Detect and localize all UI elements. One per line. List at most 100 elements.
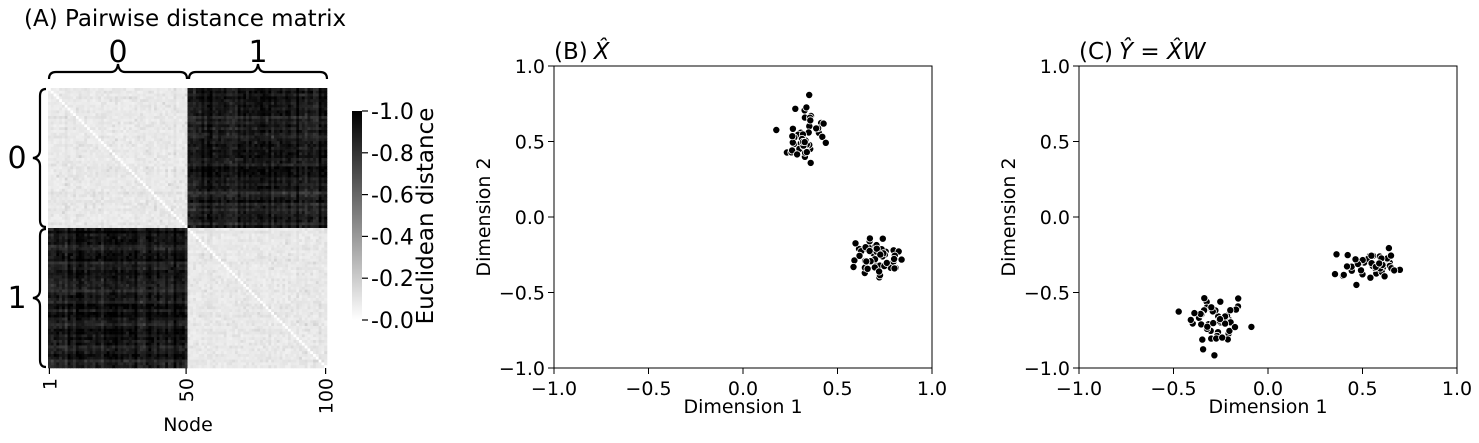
heatmap-cell	[204, 191, 208, 195]
heatmap-cell	[103, 104, 107, 108]
heatmap-cell	[75, 174, 79, 178]
heatmap-cell	[48, 180, 52, 184]
heatmap-cell	[148, 135, 152, 139]
heatmap-cell	[307, 138, 311, 142]
heatmap-cell	[240, 127, 244, 131]
heatmap-cell	[98, 216, 102, 220]
heatmap-cell	[81, 116, 85, 120]
heatmap-cell	[251, 214, 255, 218]
heatmap-cell	[287, 121, 292, 125]
heatmap-cell	[89, 96, 93, 100]
heatmap-cell	[201, 169, 205, 173]
heatmap-cell	[315, 211, 319, 215]
heatmap-cell	[285, 174, 289, 178]
heatmap-cell	[170, 130, 174, 134]
heatmap-cell	[215, 130, 219, 134]
heatmap-cell	[126, 141, 130, 145]
heatmap-cell	[126, 152, 130, 156]
heatmap-cell	[92, 197, 96, 201]
heatmap-cell	[240, 197, 244, 201]
heatmap-cell	[265, 214, 269, 218]
heatmap-cell	[117, 214, 121, 218]
heatmap-cell	[167, 166, 172, 170]
heatmap-cell	[73, 158, 77, 162]
heatmap-cell	[324, 135, 328, 139]
heatmap-cell	[271, 172, 275, 176]
heatmap-cell	[218, 166, 222, 170]
heatmap-cell	[126, 211, 130, 215]
heatmap-cell	[59, 124, 63, 128]
heatmap-cell	[223, 166, 227, 170]
heatmap-cell	[195, 205, 199, 209]
heatmap-cell	[109, 202, 113, 206]
heatmap-cell	[170, 146, 174, 150]
heatmap-cell	[156, 113, 160, 117]
heatmap-cell	[106, 144, 110, 148]
heatmap-cell	[126, 127, 130, 131]
heatmap-cell	[290, 110, 294, 114]
heatmap-cell	[190, 186, 194, 190]
heatmap-cell	[285, 205, 289, 209]
heatmap-cell	[59, 166, 63, 170]
heatmap-cell	[179, 211, 183, 215]
heatmap-cell	[215, 110, 219, 114]
heatmap-cell	[123, 127, 127, 131]
heatmap-cell	[304, 93, 308, 97]
heatmap-cell	[106, 116, 110, 120]
heatmap-cell	[190, 124, 194, 128]
heatmap-cell	[179, 208, 183, 212]
heatmap-cell	[187, 99, 191, 103]
heatmap-cell	[246, 149, 250, 153]
heatmap-cell	[318, 130, 322, 134]
heatmap-cell	[276, 169, 280, 173]
heatmap-cell	[173, 110, 177, 114]
heatmap-cell	[282, 222, 286, 226]
heatmap-cell	[193, 110, 197, 114]
heatmap-cell	[179, 144, 183, 148]
heatmap-cell	[246, 225, 250, 229]
heatmap-cell	[75, 216, 79, 220]
heatmap-cell	[137, 200, 141, 204]
heatmap-cell	[137, 222, 141, 226]
heatmap-cell	[137, 110, 141, 114]
heatmap-cell	[290, 144, 294, 148]
heatmap-cell	[296, 160, 300, 164]
heatmap-cell	[237, 127, 241, 131]
heatmap-cell	[106, 102, 110, 106]
heatmap-cell	[56, 160, 60, 164]
heatmap-cell	[112, 205, 116, 209]
heatmap-cell	[301, 200, 305, 204]
heatmap-cell	[126, 146, 130, 150]
heatmap-cell	[218, 205, 222, 209]
heatmap-cell	[89, 110, 93, 114]
heatmap-cell	[251, 177, 255, 181]
heatmap-cell	[215, 158, 219, 162]
heatmap-cell	[262, 116, 266, 120]
heatmap-cell	[81, 214, 85, 218]
heatmap-cell	[324, 138, 328, 142]
heatmap-cell	[148, 200, 152, 204]
heatmap-cell	[56, 93, 60, 97]
heatmap-cell	[276, 102, 280, 106]
heatmap-cell	[209, 208, 213, 212]
heatmap-cell	[87, 200, 91, 204]
heatmap-cell	[193, 130, 197, 134]
heatmap-cell	[201, 132, 205, 136]
heatmap-cell	[198, 96, 202, 100]
heatmap-cell	[109, 186, 113, 190]
heatmap-cell	[290, 222, 294, 226]
heatmap-cell	[173, 191, 177, 195]
heatmap-cell	[193, 172, 197, 176]
heatmap-cell	[81, 197, 85, 201]
heatmap-cell	[145, 99, 149, 103]
heatmap-cell	[167, 138, 172, 142]
heatmap-cell	[89, 160, 93, 164]
heatmap-cell	[310, 124, 314, 128]
heatmap-cell	[120, 174, 124, 178]
heatmap-cell	[95, 127, 99, 131]
heatmap-cell	[120, 225, 124, 229]
heatmap-cell	[246, 127, 250, 131]
heatmap-cell	[301, 211, 305, 215]
heatmap-cell	[243, 96, 247, 100]
heatmap-cell	[176, 146, 180, 150]
